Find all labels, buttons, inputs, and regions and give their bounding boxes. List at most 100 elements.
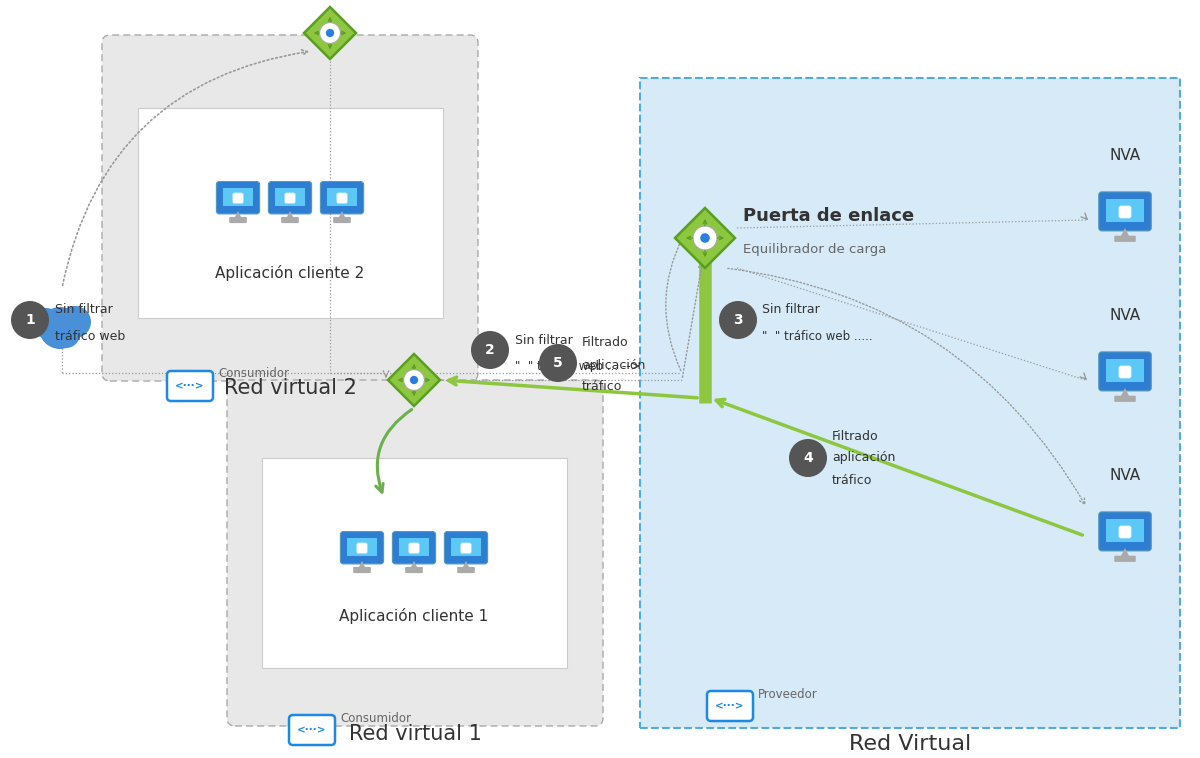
FancyBboxPatch shape	[1118, 366, 1132, 378]
FancyBboxPatch shape	[233, 193, 244, 204]
Polygon shape	[1121, 228, 1129, 237]
FancyBboxPatch shape	[707, 691, 754, 721]
FancyBboxPatch shape	[398, 537, 430, 556]
Circle shape	[52, 320, 80, 348]
FancyBboxPatch shape	[341, 531, 384, 564]
Text: tráfico: tráfico	[832, 474, 872, 487]
Text: 3: 3	[733, 313, 743, 327]
FancyBboxPatch shape	[392, 531, 436, 564]
Polygon shape	[410, 561, 418, 568]
Circle shape	[470, 331, 509, 369]
FancyBboxPatch shape	[289, 715, 335, 745]
Circle shape	[38, 307, 82, 349]
Circle shape	[31, 308, 61, 338]
FancyBboxPatch shape	[409, 543, 419, 553]
Text: Filtrado: Filtrado	[582, 337, 629, 349]
Text: 2: 2	[485, 343, 494, 357]
Text: Aplicación cliente 1: Aplicación cliente 1	[340, 608, 488, 624]
FancyBboxPatch shape	[457, 567, 475, 573]
FancyBboxPatch shape	[1106, 519, 1144, 542]
Text: Equilibrador de carga: Equilibrador de carga	[743, 243, 887, 256]
FancyBboxPatch shape	[334, 217, 350, 223]
Text: tráfico: tráfico	[582, 381, 623, 393]
FancyBboxPatch shape	[406, 567, 422, 573]
Polygon shape	[234, 211, 241, 218]
FancyBboxPatch shape	[1099, 192, 1151, 231]
Text: tráfico web: tráfico web	[55, 330, 125, 343]
FancyBboxPatch shape	[1099, 512, 1151, 551]
FancyBboxPatch shape	[353, 567, 371, 573]
Text: Aplicación cliente 2: Aplicación cliente 2	[215, 265, 365, 281]
Text: <···>: <···>	[298, 725, 326, 735]
FancyBboxPatch shape	[337, 193, 347, 204]
FancyBboxPatch shape	[227, 380, 604, 726]
FancyBboxPatch shape	[262, 458, 568, 668]
Circle shape	[790, 439, 827, 477]
Polygon shape	[674, 208, 734, 268]
Text: <···>: <···>	[175, 381, 205, 391]
Text: "  " tráfico web .....: " " tráfico web .....	[762, 330, 872, 343]
FancyBboxPatch shape	[223, 188, 253, 206]
FancyBboxPatch shape	[1099, 352, 1151, 391]
Text: Red virtual 1: Red virtual 1	[348, 724, 481, 744]
Text: Puerta de enlace: Puerta de enlace	[743, 207, 914, 225]
Polygon shape	[338, 211, 346, 218]
Text: Sin filtrar: Sin filtrar	[762, 303, 820, 317]
Circle shape	[701, 233, 710, 243]
Text: NVA: NVA	[1110, 309, 1140, 324]
Circle shape	[319, 23, 341, 43]
FancyBboxPatch shape	[347, 537, 377, 556]
FancyBboxPatch shape	[461, 543, 472, 553]
Polygon shape	[1121, 388, 1129, 397]
Text: Sin filtrar: Sin filtrar	[515, 334, 572, 346]
Text: 5: 5	[553, 356, 563, 370]
Circle shape	[403, 370, 425, 390]
Text: Proveedor: Proveedor	[758, 688, 817, 700]
Polygon shape	[462, 561, 469, 568]
Text: NVA: NVA	[1110, 468, 1140, 484]
Circle shape	[59, 306, 91, 338]
Polygon shape	[304, 7, 356, 59]
Text: 4: 4	[803, 451, 812, 465]
Text: Consumidor: Consumidor	[218, 368, 289, 381]
FancyBboxPatch shape	[451, 537, 481, 556]
Circle shape	[410, 376, 418, 384]
FancyBboxPatch shape	[1106, 199, 1144, 222]
Circle shape	[41, 320, 67, 346]
FancyBboxPatch shape	[1118, 526, 1132, 538]
Text: "  " tráfico web ... -->: " " tráfico web ... -->	[515, 359, 641, 372]
FancyBboxPatch shape	[275, 188, 305, 206]
Circle shape	[539, 344, 577, 382]
Polygon shape	[388, 354, 440, 406]
Circle shape	[326, 29, 334, 37]
FancyBboxPatch shape	[1115, 236, 1135, 242]
FancyBboxPatch shape	[320, 181, 364, 214]
Text: Red Virtual: Red Virtual	[848, 734, 971, 754]
FancyBboxPatch shape	[1106, 359, 1144, 382]
FancyBboxPatch shape	[229, 217, 247, 223]
Text: 1: 1	[25, 313, 35, 327]
Text: Red virtual 2: Red virtual 2	[223, 378, 356, 398]
Circle shape	[719, 301, 757, 339]
FancyBboxPatch shape	[216, 181, 259, 214]
FancyBboxPatch shape	[284, 193, 295, 204]
FancyBboxPatch shape	[102, 35, 478, 381]
FancyBboxPatch shape	[326, 188, 358, 206]
Text: Consumidor: Consumidor	[340, 712, 412, 725]
Polygon shape	[287, 211, 294, 218]
Polygon shape	[359, 561, 366, 568]
FancyBboxPatch shape	[138, 108, 443, 318]
Text: Filtrado: Filtrado	[832, 430, 878, 443]
Text: NVA: NVA	[1110, 149, 1140, 164]
FancyBboxPatch shape	[640, 78, 1180, 728]
FancyBboxPatch shape	[281, 217, 299, 223]
Circle shape	[11, 301, 49, 339]
FancyBboxPatch shape	[356, 543, 367, 553]
FancyBboxPatch shape	[444, 531, 487, 564]
Circle shape	[694, 226, 718, 250]
Polygon shape	[1121, 548, 1129, 557]
Text: aplicación: aplicación	[582, 359, 646, 371]
Text: aplicación: aplicación	[832, 452, 895, 465]
FancyBboxPatch shape	[1115, 556, 1135, 562]
FancyBboxPatch shape	[167, 371, 214, 401]
